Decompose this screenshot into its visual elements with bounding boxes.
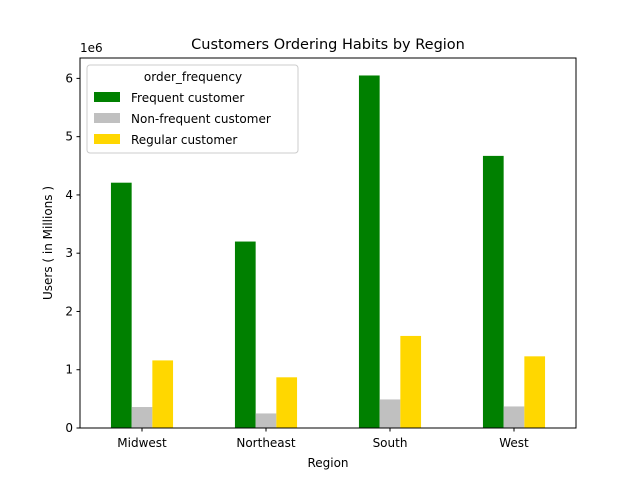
y-tick-label: 0 <box>65 421 73 435</box>
bar-regular-customer-northeast <box>276 377 298 428</box>
legend: order_frequency Frequent customer Non-fre… <box>86 64 299 154</box>
legend-label: Regular customer <box>131 133 237 147</box>
bar-regular-customer-midwest <box>152 360 174 428</box>
legend-title: order_frequency <box>144 70 242 84</box>
legend-label: Frequent customer <box>131 91 244 105</box>
legend-swatch <box>94 134 120 144</box>
bar-regular-customer-south <box>400 335 422 428</box>
bar-frequent-customer-midwest <box>110 182 132 428</box>
bar-non-frequent-customer-south <box>379 399 401 428</box>
bar-regular-customer-west <box>524 356 546 428</box>
legend-box <box>86 64 299 154</box>
y-tick-label: 2 <box>65 304 73 318</box>
y-tick-label: 4 <box>65 188 73 202</box>
x-axis-label: Region <box>307 456 348 470</box>
y-axis-offset-label: 1e6 <box>80 41 103 55</box>
legend-swatch <box>94 113 120 123</box>
bar-frequent-customer-west <box>482 155 504 428</box>
bar-non-frequent-customer-northeast <box>255 413 277 428</box>
bar-non-frequent-customer-west <box>503 406 525 428</box>
bar-frequent-customer-south <box>358 75 380 428</box>
y-tick-label: 5 <box>65 130 73 144</box>
bar-non-frequent-customer-midwest <box>131 407 153 428</box>
bar-frequent-customer-northeast <box>234 241 256 428</box>
x-tick-label: Northeast <box>236 436 296 450</box>
chart-title: Customers Ordering Habits by Region <box>191 37 465 53</box>
legend-swatch <box>94 92 120 102</box>
legend-entries: Frequent customer Non-frequent customer Re… <box>94 91 271 147</box>
x-tick-label: West <box>499 436 529 450</box>
x-axis-ticks: Midwest Northeast South West <box>117 428 529 450</box>
y-tick-label: 3 <box>65 246 73 260</box>
bars-group <box>110 75 546 428</box>
x-tick-label: South <box>373 436 408 450</box>
x-tick-label: Midwest <box>117 436 167 450</box>
y-axis-ticks: 0 1 2 3 4 5 6 <box>65 71 80 435</box>
y-axis-label: Users ( in Millions ) <box>41 186 55 300</box>
y-tick-label: 1 <box>65 363 73 377</box>
plot-frame <box>79 57 577 429</box>
legend-label: Non-frequent customer <box>131 112 271 126</box>
y-tick-label: 6 <box>65 71 73 85</box>
